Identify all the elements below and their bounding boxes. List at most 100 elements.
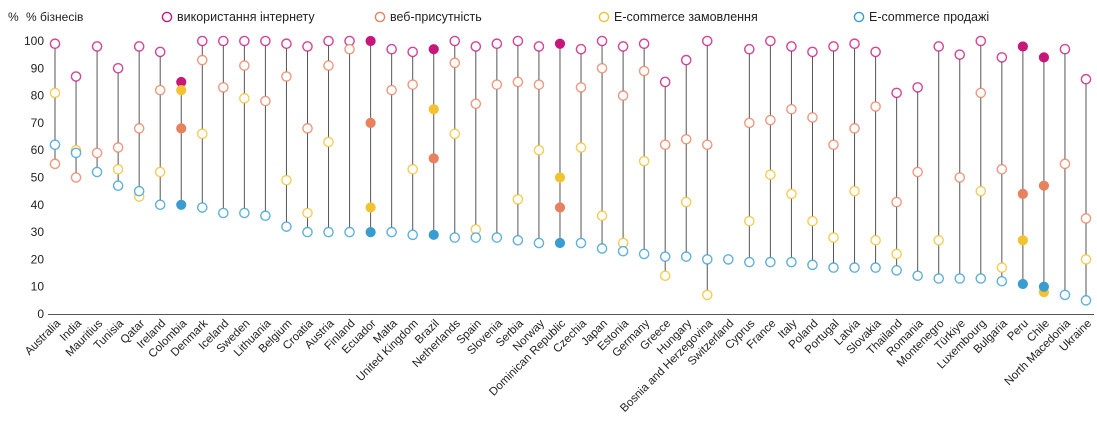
point-series-3-iceland [218, 207, 229, 219]
point-series-1-greece [659, 139, 671, 151]
point-series-1-colombia [176, 123, 187, 134]
point-series-3-chile [1038, 281, 1050, 292]
point-series-3-malta [386, 226, 397, 238]
point-series-3-spain [470, 232, 482, 243]
point-series-2-netherlands [449, 128, 461, 140]
point-series-0-ukraine [1080, 73, 1092, 85]
point-series-0-slovenia [491, 38, 503, 50]
point-series-2-montenegro [933, 234, 945, 246]
point-series-0-luxembourg [975, 35, 987, 47]
point-series-2-poland [807, 215, 818, 227]
point-series-3-japan [596, 243, 608, 254]
point-series-0-italy [786, 41, 797, 52]
point-series-2-ecuador [365, 202, 376, 213]
point-series-2-norway [533, 144, 545, 156]
legend-label-3: E-commerce продажі [869, 10, 989, 24]
point-series-1-peru [1017, 188, 1028, 199]
point-series-0-australia [49, 38, 61, 50]
point-series-0-japan [596, 35, 608, 47]
point-series-3-czechia [575, 237, 587, 249]
point-series-1-czechia [575, 82, 587, 93]
point-series-3-romania [912, 270, 923, 282]
point-series-0-montenegro [933, 41, 945, 52]
point-series-3-ukraine [1080, 295, 1092, 306]
point-series-3-united-kingdom [407, 229, 418, 241]
point-series-2-czechia [575, 142, 587, 153]
point-series-1-tunisia [112, 142, 124, 153]
legend-marker-1 [374, 11, 386, 23]
point-series-2-ireland [154, 166, 166, 178]
point-series-1-austria [323, 60, 334, 71]
y-tick-label-100: 100 [24, 34, 44, 48]
point-series-0-cyprus [744, 43, 755, 55]
point-series-2-bosnia-and-herzegovina [701, 289, 713, 301]
point-series-0-spain [470, 41, 482, 52]
point-series-1-belgium [281, 71, 292, 82]
point-series-1-slovenia [491, 79, 503, 90]
y-tick-label-70: 70 [31, 116, 45, 130]
point-series-3-north-macedonia [1059, 289, 1071, 301]
point-series-0-slovakia [870, 46, 881, 58]
point-series-3-dominican-republic [554, 237, 566, 249]
point-series-1-ireland [154, 84, 166, 96]
point-series-0-serbia [512, 35, 524, 47]
y-tick-label-60: 60 [31, 143, 45, 157]
point-series-3-india [70, 147, 82, 159]
point-series-0-lithuania [260, 35, 271, 47]
point-series-3-t-rkiye [954, 273, 966, 284]
point-series-1-qatar [133, 123, 145, 134]
point-series-1-japan [596, 63, 608, 74]
point-series-0-dominican-republic [554, 38, 566, 49]
y-axis-unit-label: % бізнесів [26, 10, 83, 24]
point-series-0-brazil [428, 44, 439, 55]
legend: використання інтернету веб-присутність E-c… [161, 10, 989, 24]
point-series-0-mauritius [91, 41, 103, 52]
point-series-0-belgium [281, 38, 292, 50]
point-series-1-t-rkiye [954, 172, 966, 183]
y-tick-label-30: 30 [31, 225, 45, 239]
point-series-3-slovenia [491, 232, 503, 243]
point-series-2-peru [1017, 235, 1028, 246]
point-series-2-japan [596, 210, 608, 222]
point-series-1-north-macedonia [1059, 158, 1071, 170]
point-series-0-bosnia-and-herzegovina [701, 35, 713, 47]
point-series-1-ecuador [365, 117, 376, 129]
legend-marker-3 [853, 11, 865, 23]
point-series-0-qatar [133, 41, 145, 52]
point-series-3-mauritius [91, 166, 103, 178]
point-series-2-tunisia [112, 164, 124, 175]
points [49, 35, 1092, 306]
point-series-0-north-macedonia [1059, 43, 1071, 55]
point-series-0-greece [659, 76, 671, 88]
point-series-1-denmark [196, 54, 208, 66]
point-series-3-serbia [512, 234, 524, 246]
point-series-0-united-kingdom [407, 46, 418, 58]
point-series-0-malta [386, 43, 397, 55]
y-tick-label-50: 50 [31, 171, 45, 185]
y-tick-label-40: 40 [31, 198, 45, 212]
point-series-1-thailand [891, 196, 902, 208]
point-series-0-netherlands [449, 35, 461, 47]
point-series-1-germany [638, 65, 650, 77]
point-series-1-slovakia [870, 101, 881, 112]
point-series-0-peru [1017, 41, 1028, 52]
point-series-1-hungary [680, 133, 692, 145]
y-axis: 0 10 20 30 40 50 60 70 80 90 100 [24, 34, 44, 321]
point-series-3-slovakia [870, 262, 881, 273]
point-series-2-italy [786, 188, 797, 200]
point-series-3-poland [807, 259, 818, 271]
point-series-3-hungary [680, 251, 692, 262]
point-series-2-bulgaria [996, 262, 1008, 273]
point-series-0-sweden [239, 35, 250, 47]
point-series-0-denmark [196, 35, 208, 47]
point-series-2-croatia [302, 207, 313, 219]
point-series-2-germany [638, 155, 650, 167]
point-series-0-portugal [828, 41, 839, 52]
point-series-3-thailand [891, 265, 902, 276]
point-series-3-belgium [281, 221, 292, 232]
point-series-1-cyprus [744, 117, 755, 129]
point-series-2-france [765, 169, 776, 181]
point-series-1-luxembourg [975, 87, 987, 99]
point-series-0-france [765, 35, 776, 47]
